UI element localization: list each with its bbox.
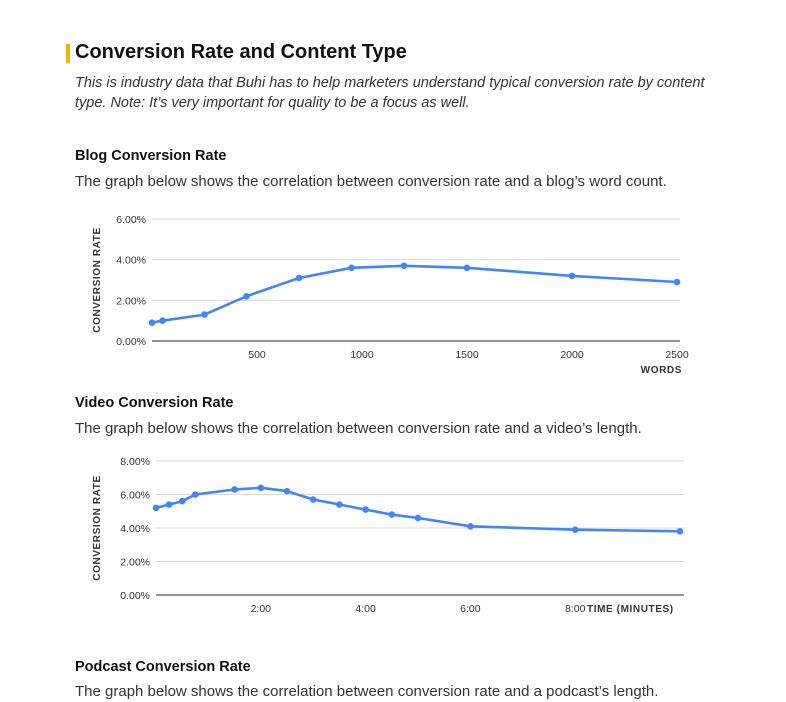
data-point	[400, 262, 408, 270]
data-point	[467, 523, 474, 530]
x-tick-label: 2500	[665, 349, 689, 361]
blog-section-title: Blog Conversion Rate	[75, 148, 227, 164]
data-point	[362, 506, 369, 513]
x-tick-label: 500	[248, 349, 266, 361]
data-point	[283, 487, 291, 495]
podcast-section-title: Podcast Conversion Rate	[75, 659, 251, 675]
y-axis-title: CONVERSION RATE	[92, 227, 103, 333]
data-point	[676, 528, 684, 535]
video-conversion-chart: 0.00% 2.00% 4.00% 6.00% 8.00% 2:00 4:00 6:00 8:0…	[92, 456, 684, 615]
data-point	[571, 526, 579, 533]
data-point	[568, 272, 576, 280]
y-tick-label: 4.00%	[120, 523, 150, 535]
data-point	[159, 317, 166, 324]
data-point	[192, 491, 199, 498]
data-point	[295, 274, 303, 282]
video-section-description: The graph below shows the correlation be…	[75, 420, 642, 437]
data-point	[231, 486, 238, 493]
data-point	[673, 278, 681, 286]
y-tick-label: 6.00%	[120, 490, 150, 502]
x-tick-label: 2:00	[251, 603, 272, 615]
intro-text: This is industry data that Buhi has to h…	[75, 75, 705, 111]
data-point	[388, 511, 396, 518]
y-tick-label: 2.00%	[120, 557, 150, 569]
x-tick-label: 1000	[350, 349, 374, 361]
x-tick-label: 2000	[560, 349, 584, 361]
blog-section-description: The graph below shows the correlation be…	[75, 173, 667, 190]
y-tick-label: 8.00%	[120, 456, 150, 468]
podcast-section-description: The graph below shows the correlation be…	[75, 683, 659, 700]
data-point	[243, 292, 250, 300]
data-point	[309, 496, 317, 503]
data-point	[148, 319, 156, 326]
data-point	[165, 501, 173, 508]
x-tick-label: 6:00	[460, 603, 481, 615]
title-accent-bar	[66, 44, 70, 63]
y-tick-label: 2.00%	[116, 295, 146, 307]
y-tick-label: 4.00%	[116, 255, 146, 267]
x-axis-title: WORDS	[641, 365, 682, 376]
y-tick-label: 0.00%	[116, 336, 146, 348]
x-tick-label: 8:00	[565, 603, 586, 615]
y-tick-label: 6.00%	[116, 214, 146, 226]
data-point	[336, 501, 343, 508]
series-line	[150, 264, 679, 324]
data-point	[152, 504, 160, 512]
data-point	[414, 514, 422, 522]
data-point	[348, 264, 355, 272]
data-point	[178, 497, 186, 505]
x-axis-title: TIME (MINUTES)	[587, 604, 674, 615]
y-tick-label: 0.00%	[120, 590, 150, 602]
data-point	[257, 484, 265, 492]
data-point	[201, 311, 208, 318]
page-title: Conversion Rate and Content Type	[75, 41, 407, 63]
x-tick-label: 1500	[455, 349, 479, 361]
video-section-title: Video Conversion Rate	[75, 395, 234, 411]
x-tick-label: 4:00	[355, 603, 376, 615]
data-point	[463, 264, 471, 272]
blog-conversion-chart: 0.00% 2.00% 4.00% 6.00% 500 1000 1500 2000 2500 W…	[92, 214, 689, 376]
y-axis-title: CONVERSION RATE	[92, 475, 103, 581]
